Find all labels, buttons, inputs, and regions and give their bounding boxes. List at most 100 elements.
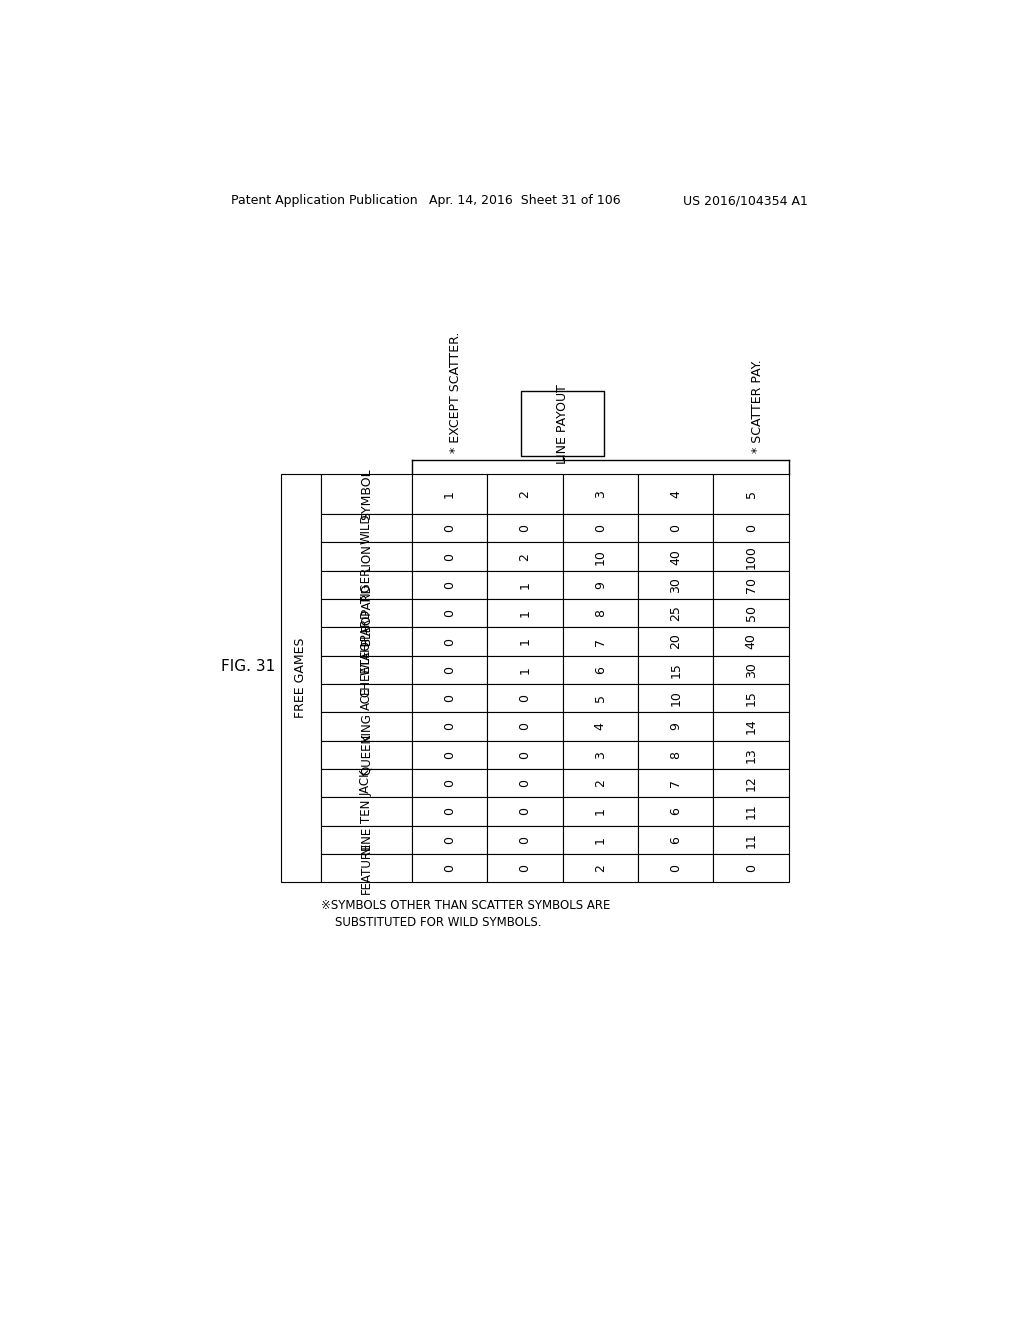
Text: 0: 0 <box>442 581 456 589</box>
Text: 11: 11 <box>744 804 758 820</box>
Bar <box>638 825 714 854</box>
Text: 25: 25 <box>670 606 682 622</box>
Bar <box>562 684 638 713</box>
Bar <box>321 599 412 627</box>
Bar <box>412 770 487 797</box>
Text: 0: 0 <box>442 779 456 787</box>
Text: WLEOPARD: WLEOPARD <box>359 609 373 675</box>
Bar <box>487 684 562 713</box>
Text: SYMBOL: SYMBOL <box>359 469 373 520</box>
Bar <box>321 656 412 684</box>
Text: 0: 0 <box>518 865 531 873</box>
Bar <box>412 515 487 543</box>
Bar <box>714 599 788 627</box>
Bar <box>412 627 487 656</box>
Text: 0: 0 <box>442 808 456 816</box>
Text: 0: 0 <box>518 751 531 759</box>
Bar <box>412 713 487 741</box>
Bar <box>638 684 714 713</box>
Text: 10: 10 <box>594 549 607 565</box>
Text: 70: 70 <box>744 577 758 593</box>
Text: US 2016/104354 A1: US 2016/104354 A1 <box>683 194 808 207</box>
Bar <box>487 741 562 770</box>
Text: 0: 0 <box>518 694 531 702</box>
Text: 11: 11 <box>744 832 758 847</box>
Text: 2: 2 <box>518 490 531 498</box>
Bar <box>714 684 788 713</box>
Bar <box>487 627 562 656</box>
Bar <box>562 656 638 684</box>
Bar <box>412 474 487 515</box>
Bar <box>562 854 638 882</box>
Bar <box>638 474 714 515</box>
Text: 0: 0 <box>518 779 531 787</box>
Text: 3: 3 <box>594 751 607 759</box>
Text: 0: 0 <box>442 610 456 618</box>
Text: ※SYMBOLS OTHER THAN SCATTER SYMBOLS ARE: ※SYMBOLS OTHER THAN SCATTER SYMBOLS ARE <box>321 899 610 912</box>
Bar <box>487 713 562 741</box>
Text: 6: 6 <box>670 836 682 843</box>
Bar <box>714 854 788 882</box>
Text: 0: 0 <box>744 524 758 532</box>
Text: 2: 2 <box>518 553 531 561</box>
Bar <box>714 797 788 825</box>
Text: NINE: NINE <box>359 825 373 854</box>
Bar <box>487 515 562 543</box>
Text: FIG. 31: FIG. 31 <box>221 659 275 675</box>
Bar <box>714 543 788 570</box>
Text: 1: 1 <box>518 665 531 673</box>
Text: 0: 0 <box>442 865 456 873</box>
Text: 50: 50 <box>744 606 758 622</box>
Bar <box>714 515 788 543</box>
Text: 0: 0 <box>518 524 531 532</box>
Text: 0: 0 <box>442 722 456 730</box>
Bar <box>562 474 638 515</box>
Text: * SCATTER PAY.: * SCATTER PAY. <box>752 359 764 453</box>
Text: LION: LION <box>359 543 373 570</box>
Bar <box>487 797 562 825</box>
Bar <box>321 770 412 797</box>
Bar <box>638 797 714 825</box>
Bar <box>487 543 562 570</box>
Text: 0: 0 <box>442 665 456 673</box>
Text: 0: 0 <box>670 524 682 532</box>
Text: 15: 15 <box>744 690 758 706</box>
Bar <box>321 627 412 656</box>
Bar <box>638 741 714 770</box>
Text: KING: KING <box>359 711 373 741</box>
Bar <box>714 570 788 599</box>
Text: * EXCEPT SCATTER.: * EXCEPT SCATTER. <box>450 331 463 453</box>
Text: WILD: WILD <box>359 513 373 544</box>
Text: 0: 0 <box>518 836 531 843</box>
Bar <box>714 770 788 797</box>
Bar <box>562 741 638 770</box>
Bar <box>521 391 604 457</box>
Bar <box>638 599 714 627</box>
Bar <box>321 825 412 854</box>
Text: 14: 14 <box>744 718 758 734</box>
Bar <box>638 854 714 882</box>
Bar <box>321 741 412 770</box>
Bar <box>321 713 412 741</box>
Text: 3: 3 <box>594 490 607 498</box>
Text: SUBSTITUTED FOR WILD SYMBOLS.: SUBSTITUTED FOR WILD SYMBOLS. <box>335 916 541 929</box>
Bar <box>562 570 638 599</box>
Bar <box>714 825 788 854</box>
Bar <box>562 515 638 543</box>
Text: Apr. 14, 2016  Sheet 31 of 106: Apr. 14, 2016 Sheet 31 of 106 <box>429 194 621 207</box>
Text: 4: 4 <box>670 490 682 498</box>
Text: 30: 30 <box>744 661 758 677</box>
Bar <box>562 797 638 825</box>
Text: 2: 2 <box>594 779 607 787</box>
Text: 8: 8 <box>670 751 682 759</box>
Text: 0: 0 <box>442 751 456 759</box>
Text: 100: 100 <box>744 545 758 569</box>
Text: FREE GAMES: FREE GAMES <box>294 638 307 718</box>
Text: 7: 7 <box>594 638 607 645</box>
Bar <box>638 570 714 599</box>
Bar <box>714 713 788 741</box>
Text: 7: 7 <box>670 779 682 787</box>
Bar <box>487 770 562 797</box>
Bar <box>321 543 412 570</box>
Bar <box>638 515 714 543</box>
